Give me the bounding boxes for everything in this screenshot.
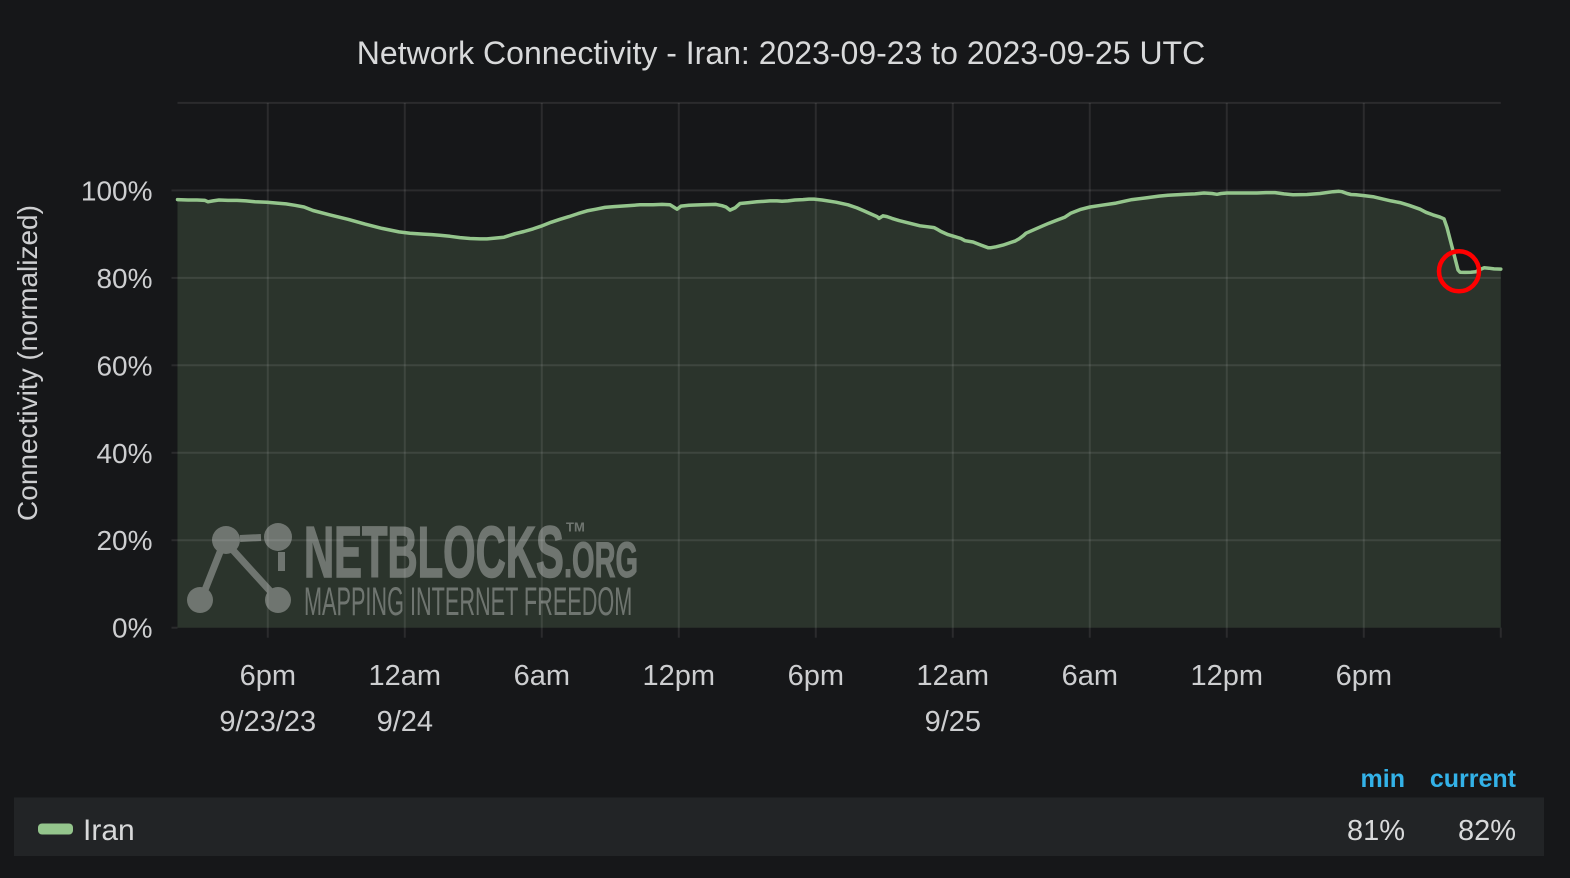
- svg-text:9/23/23: 9/23/23: [219, 706, 316, 738]
- svg-text:12pm: 12pm: [643, 660, 716, 692]
- svg-text:9/25: 9/25: [925, 706, 981, 738]
- svg-text:6am: 6am: [1062, 660, 1118, 692]
- svg-text:current: current: [1430, 765, 1517, 793]
- svg-text:40%: 40%: [96, 438, 152, 469]
- svg-text:6pm: 6pm: [240, 660, 296, 692]
- svg-text:9/24: 9/24: [377, 706, 433, 738]
- svg-text:12pm: 12pm: [1191, 660, 1264, 692]
- svg-text:min: min: [1361, 765, 1405, 793]
- svg-text:100%: 100%: [81, 175, 153, 206]
- svg-text:Network Connectivity - Iran: 2: Network Connectivity - Iran: 2023-09-23 …: [357, 35, 1205, 71]
- svg-text:0%: 0%: [112, 613, 152, 644]
- svg-text:12am: 12am: [917, 660, 990, 692]
- svg-text:MAPPING INTERNET FREEDOM: MAPPING INTERNET FREEDOM: [304, 579, 632, 624]
- svg-text:6pm: 6pm: [1336, 660, 1392, 692]
- svg-text:Connectivity (normalized): Connectivity (normalized): [12, 205, 43, 521]
- svg-text:82%: 82%: [1458, 815, 1516, 847]
- svg-text:60%: 60%: [96, 350, 152, 381]
- svg-text:6am: 6am: [514, 660, 570, 692]
- svg-text:20%: 20%: [96, 525, 152, 556]
- svg-text:81%: 81%: [1347, 815, 1405, 847]
- svg-text:80%: 80%: [96, 263, 152, 294]
- svg-text:.ORG: .ORG: [564, 532, 638, 588]
- svg-text:12am: 12am: [369, 660, 442, 692]
- svg-text:6pm: 6pm: [788, 660, 844, 692]
- svg-text:TM: TM: [566, 520, 585, 535]
- svg-text:NETBLOCKS: NETBLOCKS: [304, 513, 564, 593]
- svg-text:Iran: Iran: [83, 814, 135, 847]
